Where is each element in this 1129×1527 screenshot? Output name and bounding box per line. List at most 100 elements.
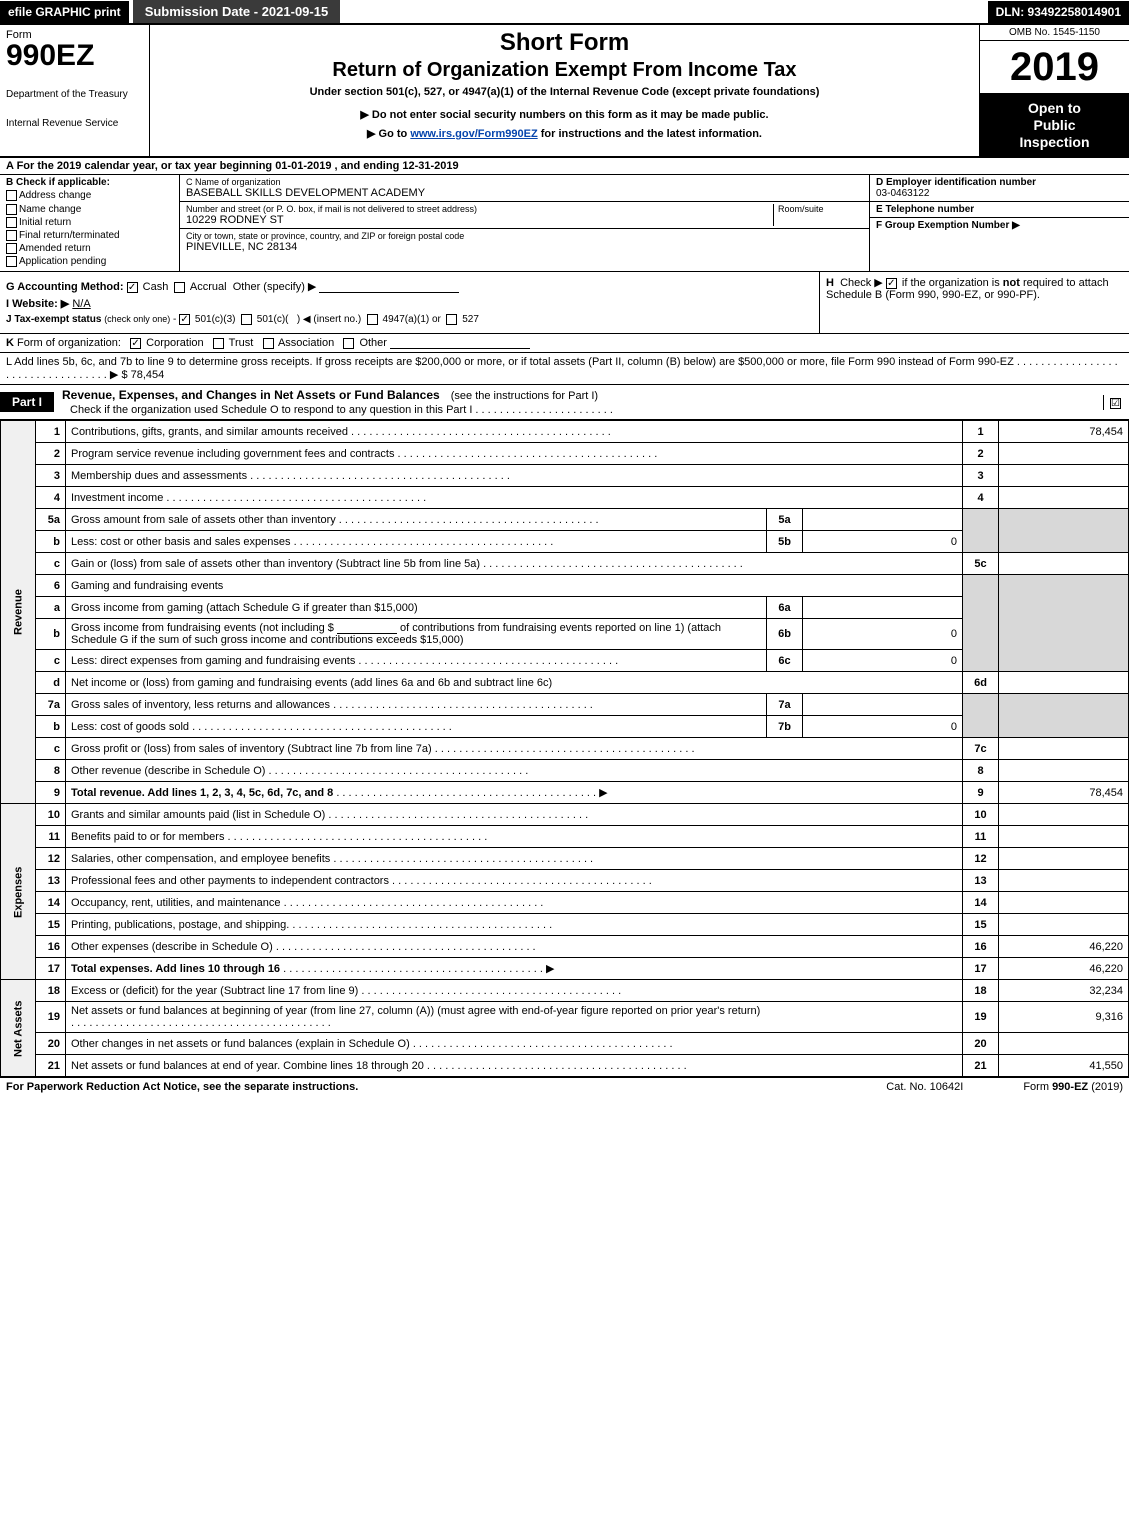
line-9: 9 Total revenue. Add lines 1, 2, 3, 4, 5… [1,782,1129,804]
expenses-sidelabel: Expenses [1,804,36,980]
g-label: G Accounting Method: [6,281,124,293]
g-other-input[interactable] [319,292,459,293]
netassets-sidelabel: Net Assets [1,980,36,1077]
row-g: G Accounting Method: ✓ Cash Accrual Othe… [6,280,813,293]
section-b-title: B Check if applicable: [6,177,173,188]
line-21: 21 Net assets or fund balances at end of… [1,1055,1129,1077]
dept-treasury: Department of the Treasury [6,89,143,100]
line-6: 6 Gaming and fundraising events [1,575,1129,597]
ein-label: D Employer identification number [876,177,1036,188]
line-7a: 7a Gross sales of inventory, less return… [1,694,1129,716]
group-exemption-label: F Group Exemption Number ▶ [876,220,1020,231]
cb-schedule-b[interactable]: ✓ [886,278,897,289]
efile-print-button[interactable]: efile GRAPHIC print [0,1,129,23]
line-8: 8 Other revenue (describe in Schedule O)… [1,760,1129,782]
top-bar: efile GRAPHIC print Submission Date - 20… [0,0,1129,25]
form-number: 990EZ [6,41,143,71]
row-l: L Add lines 5b, 6c, and 7b to line 9 to … [0,353,1129,385]
line-6d: d Net income or (loss) from gaming and f… [1,672,1129,694]
org-name-label: C Name of organization [186,177,863,187]
section-d-e-f: D Employer identification number 03-0463… [869,175,1129,271]
cb-cash[interactable]: ✓ [127,282,138,293]
cb-name-change[interactable]: Name change [6,204,173,215]
cb-other-org[interactable] [343,338,354,349]
goto-link[interactable]: www.irs.gov/Form990EZ [410,128,537,140]
line-5b: b Less: cost or other basis and sales ex… [1,531,1129,553]
line-5c: c Gain or (loss) from sale of assets oth… [1,553,1129,575]
part-i-title: Revenue, Expenses, and Changes in Net As… [54,385,1103,419]
part-i-check[interactable]: ☑ [1103,395,1129,410]
page-footer: For Paperwork Reduction Act Notice, see … [0,1077,1129,1096]
under-section-text: Under section 501(c), 527, or 4947(a)(1)… [156,86,973,98]
street-value: 10229 RODNEY ST [186,214,773,226]
block-b-c-d: B Check if applicable: Address change Na… [0,175,1129,272]
goto-post: for instructions and the latest informat… [538,128,762,140]
line-1: Revenue 1 Contributions, gifts, grants, … [1,421,1129,443]
row-i: I Website: ▶ N/A [6,297,813,310]
section-c-org-info: C Name of organization BASEBALL SKILLS D… [180,175,869,271]
line-18: Net Assets 18 Excess or (deficit) for th… [1,980,1129,1002]
cb-amended-return[interactable]: Amended return [6,243,173,254]
cb-association[interactable] [263,338,274,349]
omb-number: OMB No. 1545-1150 [980,25,1129,41]
cb-527[interactable] [446,314,457,325]
footer-catno: Cat. No. 10642I [886,1081,963,1093]
row-j: J Tax-exempt status (check only one) - ✓… [6,314,813,325]
line-13: 13 Professional fees and other payments … [1,870,1129,892]
line-6a: a Gross income from gaming (attach Sched… [1,597,1129,619]
k-other-input[interactable] [390,348,530,349]
line-14: 14 Occupancy, rent, utilities, and maint… [1,892,1129,914]
row-a-tax-year: A For the 2019 calendar year, or tax yea… [0,158,1129,175]
row-l-text: L Add lines 5b, 6c, and 7b to line 9 to … [6,356,1118,381]
line-7b: b Less: cost of goods sold 7b 0 [1,716,1129,738]
line-12: 12 Salaries, other compensation, and emp… [1,848,1129,870]
phone-label: E Telephone number [876,204,974,215]
dln-label: DLN: 93492258014901 [988,1,1129,23]
revenue-sidelabel: Revenue [1,421,36,804]
row-l-value: $ 78,454 [121,369,164,381]
cb-application-pending[interactable]: Application pending [6,256,173,267]
header-left: Form 990EZ Department of the Treasury In… [0,25,150,156]
line-5a: 5a Gross amount from sale of assets othe… [1,509,1129,531]
group-exemption-cell: F Group Exemption Number ▶ [870,218,1129,233]
phone-cell: E Telephone number [870,202,1129,218]
cb-trust[interactable] [213,338,224,349]
part-i-tab: Part I [0,392,54,412]
goto-instructions: ▶ Go to www.irs.gov/Form990EZ for instru… [156,127,973,140]
city-label: City or town, state or province, country… [186,231,863,241]
part-i-header: Part I Revenue, Expenses, and Changes in… [0,385,1129,420]
line-11: 11 Benefits paid to or for members 11 [1,826,1129,848]
line-17: 17 Total expenses. Add lines 10 through … [1,958,1129,980]
submission-date-label: Submission Date - 2021-09-15 [133,0,341,23]
cb-501c3[interactable]: ✓ [179,314,190,325]
part-i-subtitle: Check if the organization used Schedule … [62,404,613,416]
open-line3: Inspection [1019,134,1089,150]
line-20: 20 Other changes in net assets or fund b… [1,1033,1129,1055]
cb-address-change[interactable]: Address change [6,190,173,201]
city-value: PINEVILLE, NC 28134 [186,241,863,253]
header-center: Short Form Return of Organization Exempt… [150,25,979,156]
cb-corporation[interactable]: ✓ [130,338,141,349]
line-6b: b Gross income from fundraising events (… [1,619,1129,650]
return-title: Return of Organization Exempt From Incom… [156,59,973,82]
open-to-public: Open to Public Inspection [980,94,1129,156]
line-2: 2 Program service revenue including gove… [1,443,1129,465]
line-10: Expenses 10 Grants and similar amounts p… [1,804,1129,826]
cb-final-return[interactable]: Final return/terminated [6,230,173,241]
row-h: H Check ▶ ✓ if the organization is not r… [819,272,1129,333]
cb-initial-return[interactable]: Initial return [6,217,173,228]
row-g-h: G Accounting Method: ✓ Cash Accrual Othe… [0,272,1129,334]
section-b-checkboxes: B Check if applicable: Address change Na… [0,175,180,271]
website-value: N/A [72,298,90,310]
footer-paperwork: For Paperwork Reduction Act Notice, see … [6,1081,826,1093]
ghij-left: G Accounting Method: ✓ Cash Accrual Othe… [0,272,819,333]
line-4: 4 Investment income 4 [1,487,1129,509]
header-right: OMB No. 1545-1150 2019 Open to Public In… [979,25,1129,156]
cb-501c[interactable] [241,314,252,325]
footer-formno: Form 990-EZ (2019) [1023,1081,1123,1093]
no-ssn-warning: ▶ Do not enter social security numbers o… [156,108,973,121]
cb-4947[interactable] [367,314,378,325]
open-line1: Open to [1028,100,1081,116]
cb-accrual[interactable] [174,282,185,293]
tax-year: 2019 [980,41,1129,94]
